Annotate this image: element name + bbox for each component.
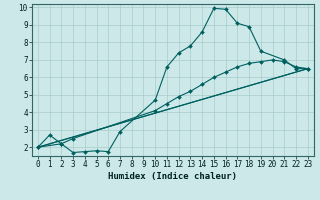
X-axis label: Humidex (Indice chaleur): Humidex (Indice chaleur) <box>108 172 237 181</box>
